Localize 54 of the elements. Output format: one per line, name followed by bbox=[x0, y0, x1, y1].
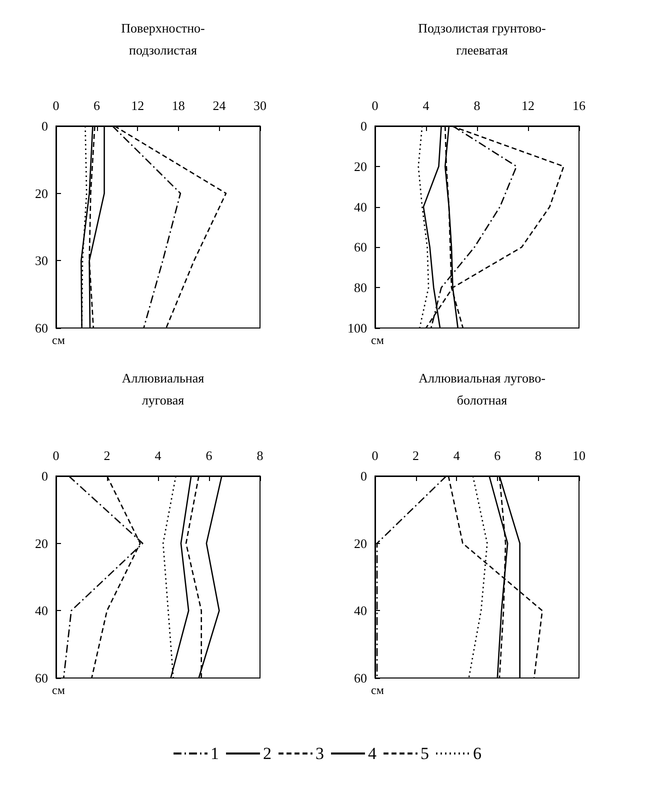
y-tick-label: 80 bbox=[354, 280, 367, 296]
y-tick-label: 40 bbox=[354, 603, 367, 618]
x-tick-label: 24 bbox=[212, 98, 226, 113]
x-tick-label: 8 bbox=[256, 448, 264, 463]
x-tick-label: 4 bbox=[154, 448, 162, 463]
x-tick-label: 10 bbox=[572, 448, 586, 463]
chart-title: Подзолистая грунтово- глееватая bbox=[418, 20, 546, 58]
legend-label: 1 bbox=[210, 744, 219, 763]
legend-label: 2 bbox=[263, 744, 272, 763]
y-tick-label: 0 bbox=[360, 468, 367, 484]
x-tick-label: 18 bbox=[172, 98, 185, 113]
y-tick-label: 60 bbox=[35, 670, 48, 686]
chart-title: Аллювиальная лугово- болотная bbox=[418, 370, 546, 408]
x-tick-label: 16 bbox=[572, 98, 586, 113]
x-tick-label: 0 bbox=[52, 98, 60, 113]
legend-label: 4 bbox=[368, 744, 377, 763]
x-tick-label: 0 bbox=[372, 98, 378, 113]
x-tick-label: 6 bbox=[206, 448, 213, 463]
y-tick-label: 0 bbox=[42, 118, 48, 134]
x-tick-label: 30 bbox=[254, 98, 266, 113]
text: см bbox=[52, 333, 66, 347]
y-tick-label: 20 bbox=[354, 158, 367, 174]
x-tick-label: 8 bbox=[534, 448, 542, 463]
x-tick-label: 2 bbox=[412, 448, 420, 463]
x-tick-label: 6 bbox=[494, 448, 502, 463]
y-tick-label: 60 bbox=[354, 670, 367, 686]
text: см bbox=[52, 683, 66, 697]
legend-label: 5 bbox=[420, 744, 429, 763]
x-tick-label: 12 bbox=[131, 98, 144, 113]
y-tick-label: 40 bbox=[354, 199, 367, 214]
chart-title: Аллювиальная луговая bbox=[122, 370, 204, 408]
y-tick-label: 60 bbox=[354, 240, 367, 255]
y-tick-label: 60 bbox=[35, 320, 48, 336]
legend-label: 6 bbox=[473, 744, 482, 763]
y-tick-label: 20 bbox=[35, 186, 48, 201]
x-tick-label: 0 bbox=[52, 448, 60, 463]
x-tick-label: 0 bbox=[372, 448, 378, 463]
y-tick-label: 40 bbox=[35, 603, 48, 618]
y-tick-label: 30 bbox=[35, 253, 48, 268]
y-tick-label: 100 bbox=[348, 320, 367, 336]
y-tick-label: 20 bbox=[35, 536, 48, 551]
text: см bbox=[371, 333, 384, 347]
y-tick-label: 0 bbox=[360, 118, 367, 134]
x-tick-label: 8 bbox=[474, 98, 480, 113]
text: см bbox=[371, 683, 384, 697]
x-tick-label: 12 bbox=[522, 98, 534, 113]
x-tick-label: 2 bbox=[104, 448, 110, 463]
y-tick-label: 20 bbox=[354, 536, 367, 551]
x-tick-label: 4 bbox=[453, 448, 460, 463]
legend-label: 3 bbox=[316, 744, 324, 763]
chart-title: Поверхностно- подзолистая bbox=[121, 20, 205, 58]
y-tick-label: 0 bbox=[42, 468, 48, 484]
x-tick-label: 6 bbox=[94, 98, 101, 113]
x-tick-label: 4 bbox=[422, 98, 430, 113]
